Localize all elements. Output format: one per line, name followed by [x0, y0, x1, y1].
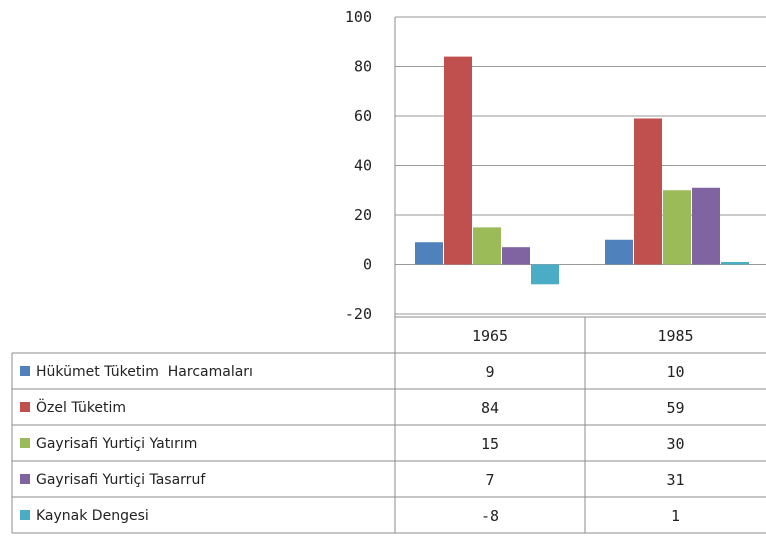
legend-swatch [20, 438, 30, 448]
y-tick-label: 0 [363, 256, 372, 274]
bar [663, 190, 691, 265]
bar [444, 56, 472, 265]
bar [415, 242, 443, 265]
y-tick-label: -20 [345, 305, 372, 323]
table-cell: 59 [666, 399, 684, 417]
table-cell: 1 [671, 507, 680, 525]
bar [605, 239, 633, 265]
table-cell: 15 [481, 435, 499, 453]
bar [721, 262, 749, 265]
bar [473, 227, 501, 265]
bar [692, 187, 720, 265]
table-cell: 30 [666, 435, 684, 453]
bar [634, 118, 662, 265]
y-axis-ticks: 100 80 60 40 20 0 -20 [345, 8, 372, 323]
table-cell: 9 [485, 363, 494, 381]
category-label: 1985 [657, 327, 693, 345]
legend-swatch [20, 366, 30, 376]
legend-swatch [20, 402, 30, 412]
y-tick-label: 80 [354, 58, 372, 76]
bar [502, 247, 530, 265]
bars [415, 56, 749, 285]
y-tick-label: 20 [354, 206, 372, 224]
y-tick-label: 60 [354, 107, 372, 125]
table-cell: -8 [481, 507, 499, 525]
table-cell: 7 [485, 471, 494, 489]
legend-swatch [20, 474, 30, 484]
bar [531, 264, 559, 285]
table-cell: 31 [666, 471, 684, 489]
category-label: 1965 [472, 327, 508, 345]
y-tick-label: 100 [345, 8, 372, 26]
series-label: Kaynak Dengesi [36, 508, 149, 524]
series-label: Hükümet Tüketim Harcamaları [36, 364, 253, 380]
series-label: Gayrisafi Yurtiçi Yatırım [36, 436, 197, 452]
y-tick-label: 40 [354, 157, 372, 175]
table-cell: 10 [666, 363, 684, 381]
table-cell: 84 [481, 399, 499, 417]
series-label: Özel Tüketim [36, 398, 126, 416]
legend-swatch [20, 510, 30, 520]
series-label: Gayrisafi Yurtiçi Tasarruf [36, 472, 206, 488]
